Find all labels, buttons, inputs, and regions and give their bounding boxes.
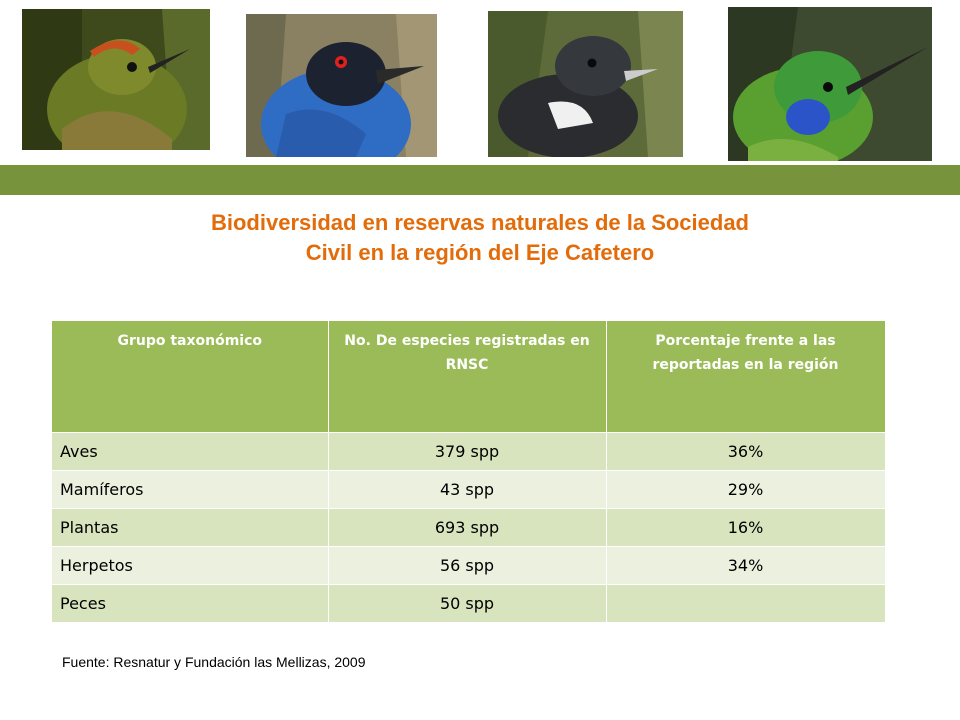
black-white-bird-photo xyxy=(488,11,683,157)
cell-porcentaje: 36% xyxy=(606,431,886,470)
table-row: Mamíferos 43 spp 29% xyxy=(52,469,886,508)
table-header-row: Grupo taxonómico No. De especies registr… xyxy=(52,321,886,432)
cell-porcentaje: 16% xyxy=(606,507,886,546)
hummingbird-photo xyxy=(22,9,210,150)
title-line-1: Biodiversidad en reservas naturales de l… xyxy=(210,210,749,235)
header-especies: No. De especies registradas en RNSC xyxy=(328,321,607,432)
header-porcentaje: Porcentaje frente a las reportadas en la… xyxy=(606,321,886,432)
cell-porcentaje xyxy=(606,583,886,622)
cell-especies: 56 spp xyxy=(328,545,607,584)
table-row: Plantas 693 spp 16% xyxy=(52,507,886,546)
header-grupo: Grupo taxonómico xyxy=(52,321,329,432)
blue-bird-photo xyxy=(246,14,437,157)
cell-grupo: Plantas xyxy=(52,507,329,546)
page-title: Biodiversidad en reservas naturales de l… xyxy=(0,208,960,268)
cell-porcentaje: 34% xyxy=(606,545,886,584)
green-hummingbird-photo xyxy=(728,7,932,161)
source-note: Fuente: Resnatur y Fundación las Melliza… xyxy=(62,654,366,670)
cell-especies: 43 spp xyxy=(328,469,607,508)
cell-grupo: Herpetos xyxy=(52,545,329,584)
cell-grupo: Aves xyxy=(52,431,329,470)
cell-porcentaje: 29% xyxy=(606,469,886,508)
cell-especies: 50 spp xyxy=(328,583,607,622)
table-row: Herpetos 56 spp 34% xyxy=(52,545,886,584)
title-line-2: Civil en la región del Eje Cafetero xyxy=(305,240,655,265)
cell-especies: 693 spp xyxy=(328,507,607,546)
table-row: Peces 50 spp xyxy=(52,583,886,622)
cell-grupo: Mamíferos xyxy=(52,469,329,508)
biodiversity-table: Grupo taxonómico No. De especies registr… xyxy=(52,321,886,622)
cell-especies: 379 spp xyxy=(328,431,607,470)
cell-grupo: Peces xyxy=(52,583,329,622)
table-row: Aves 379 spp 36% xyxy=(52,431,886,470)
green-divider-band xyxy=(0,165,960,195)
